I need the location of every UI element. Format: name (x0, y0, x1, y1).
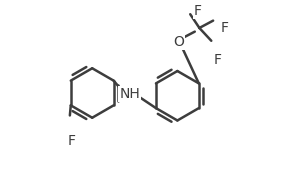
Text: F: F (221, 21, 229, 35)
Text: NH: NH (119, 87, 140, 101)
Text: O: O (173, 35, 184, 49)
Text: F: F (193, 4, 201, 18)
Text: F: F (68, 134, 76, 148)
Text: F: F (214, 53, 222, 67)
